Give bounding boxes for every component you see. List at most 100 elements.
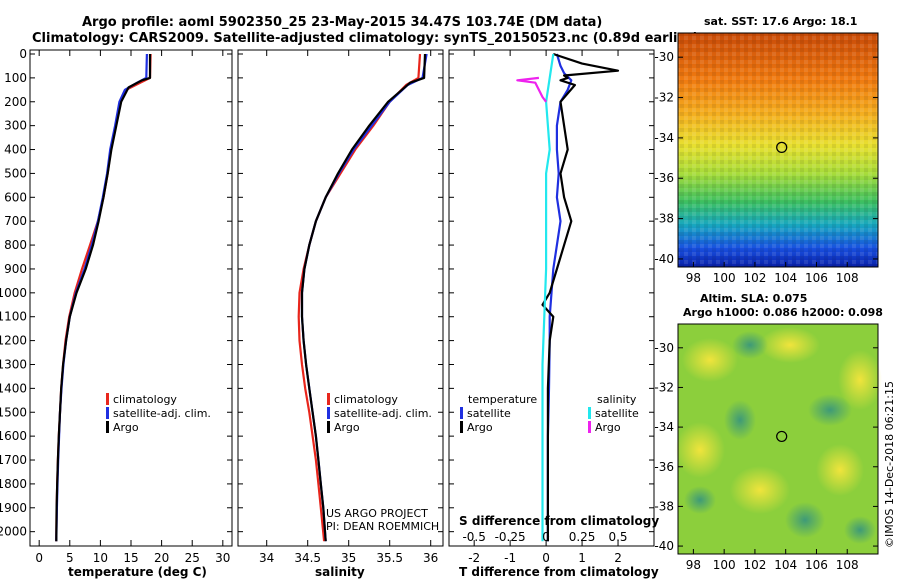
x-tick-label: 30: [215, 551, 230, 565]
lon-tick-label: 102: [743, 271, 766, 285]
legend-label-argo: Argo: [334, 421, 360, 434]
x-tick-label: 34: [259, 551, 274, 565]
depth-tick-label: 1100: [0, 310, 27, 324]
legend-title-salinity: salinity: [597, 393, 637, 406]
legend-label-s-argo: Argo: [595, 421, 621, 434]
x-tick-label: 15: [123, 551, 138, 565]
sst-map-panel: sat. SST: 17.6 Argo: 18.1 -30-32-34-36-3…: [654, 15, 879, 285]
series-line-t-argo: [541, 52, 620, 542]
difference-s-xlabel: S difference from climatology: [459, 514, 659, 528]
credit-pi: PI: DEAN ROEMMICH: [326, 520, 439, 533]
figure-title-line2: Climatology: CARS2009. Satellite-adjuste…: [32, 31, 699, 46]
depth-tick-label: 1000: [0, 286, 27, 300]
salinity-series: [297, 53, 428, 542]
s-tick-label: -0.25: [495, 530, 526, 544]
salinity-plot-frame: [237, 49, 444, 547]
x-tick-label: -1: [504, 551, 516, 565]
lat-tick-label: -34: [654, 131, 674, 145]
depth-tick-label: 0: [19, 47, 27, 61]
difference-legend-temperature: temperature satellite Argo: [460, 393, 537, 434]
sla-map-features: [675, 327, 882, 544]
salinity-panel: 34 34.5 35 35.5 36 salinity climatology sate…: [237, 49, 444, 579]
x-tick-label: 25: [185, 551, 200, 565]
legend-label-climatology: climatology: [334, 393, 398, 406]
x-tick-label: 20: [154, 551, 169, 565]
depth-tick-label: 1400: [0, 381, 27, 395]
depth-tick-label: 1700: [0, 453, 27, 467]
temperature-series: [55, 53, 152, 542]
depth-axis: 0 100 200 300 400 500 600 700 800 900 1000 1100 1200…: [0, 47, 232, 539]
lon-tick-label: 106: [805, 271, 828, 285]
x-tick-label: 2: [614, 551, 622, 565]
difference-series: [516, 52, 620, 542]
legend-swatch-climatology: [106, 393, 109, 405]
depth-tick-label: 1600: [0, 429, 27, 443]
legend-swatch-s-satellite: [588, 407, 591, 419]
depth-tick-label: 300: [4, 119, 27, 133]
legend-swatch-argo: [106, 421, 109, 433]
lat-tick-label: -40: [654, 539, 674, 553]
depth-tick-label: 900: [4, 262, 27, 276]
legend-label-t-argo: Argo: [467, 421, 493, 434]
series-line-argo: [55, 54, 152, 542]
lat-tick-label: -30: [654, 341, 674, 355]
legend-label-argo: Argo: [113, 421, 139, 434]
lon-tick-label: 100: [713, 558, 736, 572]
x-tick-label: -2: [468, 551, 480, 565]
difference-s-axis: -0.5 -0.25 0 0.25 0.5: [462, 530, 627, 544]
lat-tick-label: -34: [654, 420, 674, 434]
sla-map-title1: Altim. SLA: 0.075: [700, 292, 807, 305]
lon-tick-label: 108: [836, 558, 859, 572]
sst-map-title: sat. SST: 17.6 Argo: 18.1: [704, 15, 857, 28]
depth-tick-label: 400: [4, 143, 27, 157]
temperature-xlabel: temperature (deg C): [68, 565, 207, 579]
x-tick-label: 0: [35, 551, 43, 565]
lon-tick-label: 106: [805, 558, 828, 572]
x-tick-label: 35.5: [376, 551, 403, 565]
figure-title-line1: Argo profile: aoml 5902350_25 23-May-201…: [82, 15, 602, 30]
depth-tick-label: 700: [4, 214, 27, 228]
temperature-panel: 0100200300400500600700800900100011001200…: [0, 47, 233, 579]
depth-tick-label: 100: [4, 71, 27, 85]
legend-swatch-t-satellite: [460, 407, 463, 419]
series-line-s-argo: [516, 76, 547, 103]
credit-us-argo: US ARGO PROJECT: [326, 507, 428, 520]
lat-tick-label: -40: [654, 252, 674, 266]
sla-map-panel: Altim. SLA: 0.075 Argo h1000: 0.086 h200…: [654, 292, 883, 572]
argo-position-marker: [776, 141, 788, 153]
x-tick-label: 1: [578, 551, 586, 565]
legend-swatch-climatology: [327, 393, 330, 405]
lon-tick-label: 108: [836, 271, 859, 285]
legend-label-satellite: satellite-adj. clim.: [334, 407, 432, 420]
s-tick-label: 0.5: [608, 530, 627, 544]
x-tick-label: 36: [423, 551, 438, 565]
depth-tick-label: 2000: [0, 525, 27, 539]
lon-tick-label: 98: [686, 271, 701, 285]
s-tick-label: 0.25: [569, 530, 596, 544]
legend-label-t-satellite: satellite: [467, 407, 511, 420]
x-tick-label: 5: [66, 551, 74, 565]
series-line-s-satellite: [541, 53, 555, 542]
depth-tick-label: 1900: [0, 501, 27, 515]
salinity-legend: climatology satellite-adj. clim. Argo: [327, 393, 432, 434]
depth-tick-label: 600: [4, 190, 27, 204]
depth-tick-label: 500: [4, 166, 27, 180]
difference-legend-salinity: salinity satellite Argo: [588, 393, 639, 434]
difference-t-xlabel: T difference from climatology: [459, 565, 659, 579]
sst-map-frame: [677, 32, 879, 268]
x-tick-label: 0: [542, 551, 550, 565]
lon-tick-label: 100: [713, 271, 736, 285]
lat-tick-label: -36: [654, 171, 674, 185]
s-tick-label: -0.5: [462, 530, 485, 544]
sst-map-axes: -30 -32 -34 -36 -38 -40 98 100 102 104 106 108: [654, 50, 878, 285]
sla-map-axes: -30 -32 -34 -36 -38 -40 98 100 102 104 106 108: [654, 341, 878, 572]
x-tick-label: 35: [341, 551, 356, 565]
legend-label-climatology: climatology: [113, 393, 177, 406]
x-tick-label: 10: [93, 551, 108, 565]
lat-tick-label: -38: [654, 499, 674, 513]
depth-tick-label: 1200: [0, 334, 27, 348]
sla-map-frame: [677, 323, 879, 555]
legend-swatch-t-argo: [460, 421, 463, 433]
salinity-depth-ticks: [238, 53, 443, 533]
